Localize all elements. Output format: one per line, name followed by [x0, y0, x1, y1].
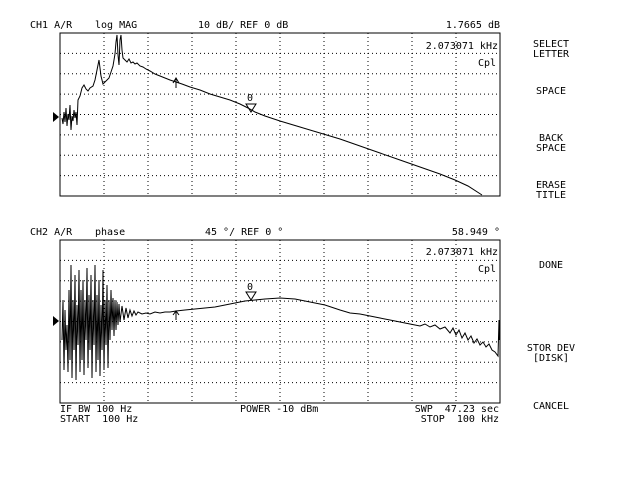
ch1-grid-lines [60, 33, 500, 196]
stor-dev-line1: STOR DEV [526, 343, 576, 354]
cancel-softkey[interactable]: CANCEL [515, 402, 587, 412]
back-space-line2: SPACE [535, 143, 567, 154]
ch2-format-label: phase [95, 227, 126, 238]
ch1-marker-frequency: 2.073071 kHz [425, 41, 498, 52]
done-softkey[interactable]: DONE [515, 261, 587, 271]
power-label: POWER -10 dBm [240, 404, 319, 415]
ch1-reference-pointer-icon [53, 112, 59, 122]
ch1-format-label: log MAG [95, 20, 138, 31]
ch2-graticule [59, 239, 501, 404]
ch2-phase-trace [61, 264, 500, 381]
select-letter-softkey[interactable]: SELECT LETTER [515, 40, 587, 60]
done-label: DONE [538, 260, 564, 271]
if-bandwidth-label: IF BW 100 Hz [60, 404, 133, 415]
ch1-marker-number: 0 [247, 93, 253, 104]
ch1-coupling-label: Cpl [477, 58, 496, 69]
sweep-time-label: SWP 47.23 sec [414, 404, 499, 415]
ch1-channel-label: CH1 A/R [30, 20, 73, 31]
ch1-start-marker-icon [172, 77, 180, 88]
ch2-coupling-label: Cpl [477, 264, 496, 275]
ch2-marker-value: 58.949 ° [451, 227, 500, 238]
stor-dev-softkey[interactable]: STOR DEV [DISK] [515, 344, 587, 364]
ch2-active-marker-icon [245, 291, 257, 301]
ch2-marker-frequency: 2.073071 kHz [425, 247, 498, 258]
start-frequency-label: START 100 Hz [60, 414, 139, 425]
ch1-scale-label: 10 dB/ REF 0 dB [198, 20, 289, 31]
erase-title-line1: ERASE [535, 180, 567, 191]
select-letter-line2: LETTER [532, 49, 570, 60]
back-space-softkey[interactable]: BACK SPACE [515, 134, 587, 154]
back-space-line1: BACK [538, 133, 564, 144]
ch2-start-marker-icon [172, 310, 180, 320]
ch2-reference-pointer-icon [53, 316, 59, 326]
ch1-graticule [59, 32, 501, 197]
erase-title-line2: TITLE [535, 190, 567, 201]
erase-title-softkey[interactable]: ERASE TITLE [515, 181, 587, 201]
ch2-marker-number: 0 [247, 282, 253, 293]
stop-frequency-label: STOP 100 kHz [420, 414, 499, 425]
space-softkey[interactable]: SPACE [515, 87, 587, 97]
ch2-channel-label: CH2 A/R [30, 227, 73, 238]
space-label: SPACE [535, 86, 567, 97]
ch1-magnitude-trace [61, 34, 483, 196]
select-letter-line1: SELECT [532, 39, 570, 50]
ch1-active-marker-icon [245, 103, 257, 113]
ch2-grid-lines [60, 240, 500, 403]
stor-dev-line2: [DISK] [532, 353, 570, 364]
ch1-marker-value: 1.7665 dB [445, 20, 500, 31]
ch2-scale-label: 45 °/ REF 0 ° [205, 227, 284, 238]
cancel-label: CANCEL [532, 401, 570, 412]
